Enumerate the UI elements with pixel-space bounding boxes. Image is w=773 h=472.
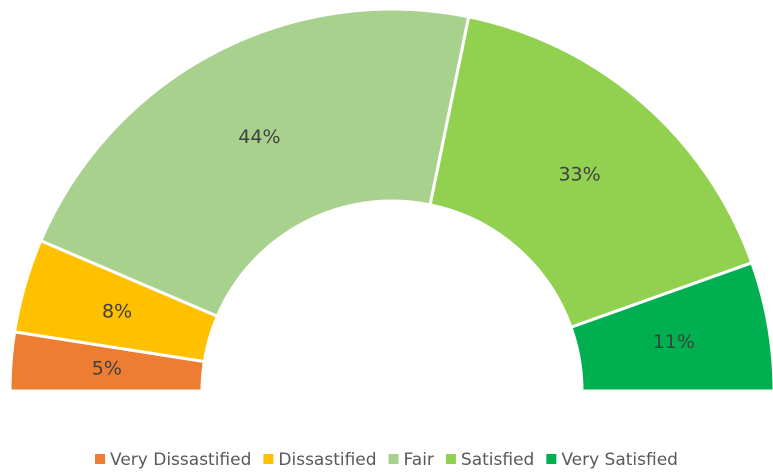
- legend-label: Dissastified: [278, 450, 376, 470]
- slice: [428, 15, 754, 330]
- legend-label: Satisfied: [461, 450, 534, 470]
- slice: [569, 260, 773, 393]
- data-label: 33%: [558, 164, 600, 186]
- legend-label: Fair: [404, 450, 434, 470]
- data-label: 11%: [653, 331, 695, 353]
- slice: [38, 7, 471, 319]
- data-label: 5%: [92, 357, 122, 379]
- legend-swatch: [388, 454, 399, 464]
- legend-label: Very Dissastified: [110, 450, 251, 470]
- data-label: 44%: [238, 126, 280, 148]
- legend-swatch: [263, 454, 274, 464]
- legend: Very Dissastified Dissastified Fair Satisfi…: [95, 450, 678, 470]
- legend-label: Very Satisfied: [561, 450, 678, 470]
- data-label: 8%: [102, 300, 132, 322]
- legend-swatch: [445, 454, 456, 464]
- legend-swatch: [95, 454, 106, 464]
- legend-swatch: [546, 454, 557, 464]
